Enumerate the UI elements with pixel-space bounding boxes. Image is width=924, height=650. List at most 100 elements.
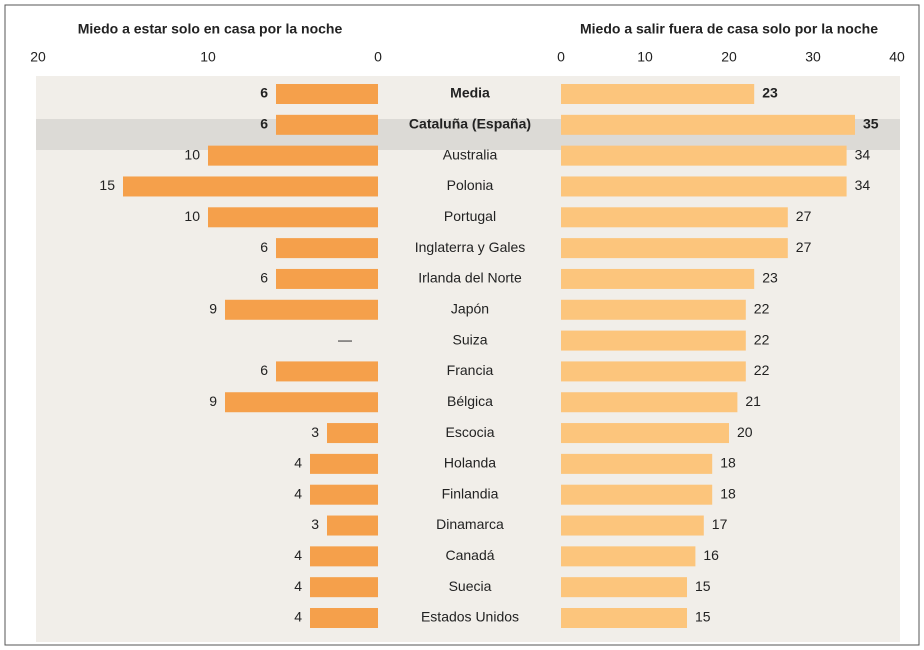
x-tick-label: 40 [889,49,905,65]
value-label: 34 [855,146,871,162]
value-label: — [338,331,352,347]
value-label: 6 [260,362,268,378]
bar [561,299,746,320]
bar [561,361,746,382]
value-label: 22 [754,331,770,347]
bar [225,392,378,413]
bar [561,423,729,444]
bar [208,145,378,166]
bar [561,114,855,135]
value-label: 22 [754,300,770,316]
value-label: 21 [745,393,761,409]
bar [310,484,378,505]
value-label: 23 [762,270,778,286]
bar [327,423,378,444]
bar [561,577,687,598]
category-label: Suiza [452,331,487,347]
bar [561,330,746,351]
frame [4,4,920,646]
value-label: 15 [695,578,711,594]
value-label: 17 [712,516,728,532]
bar [310,577,378,598]
value-label: 35 [863,116,879,132]
bar [208,207,378,228]
bar [276,361,378,382]
bar [276,268,378,289]
x-tick-label: 0 [374,49,382,65]
value-label: 22 [754,362,770,378]
bar [561,268,755,289]
category-label: Media [450,85,490,101]
bar [561,84,755,104]
bar [561,238,788,259]
value-label: 27 [796,208,812,224]
category-label: Francia [447,362,494,378]
value-label: 6 [260,116,268,132]
value-label: 16 [703,547,719,563]
bar [310,608,378,628]
value-label: 9 [209,300,217,316]
value-label: 27 [796,239,812,255]
value-label: 3 [311,516,319,532]
category-label: Cataluña (España) [409,116,531,132]
bar [310,546,378,567]
bar [225,299,378,320]
category-label: Polonia [447,177,494,193]
value-label: 6 [260,270,268,286]
value-label: 9 [209,393,217,409]
value-label: 20 [737,424,753,440]
x-tick-label: 30 [805,49,821,65]
bar [276,84,378,104]
bar [123,176,378,197]
bar [561,546,696,567]
category-label: Estados Unidos [421,609,519,625]
value-label: 6 [260,85,268,101]
bar [561,176,847,197]
value-label: 15 [99,177,115,193]
bar [561,392,738,413]
category-label: Finlandia [442,485,499,501]
bar [561,515,704,536]
value-label: 4 [294,455,302,471]
category-label: Dinamarca [436,516,504,532]
value-label: 3 [311,424,319,440]
right-title: Miedo a salir fuera de casa solo por la … [580,21,878,37]
bar [310,453,378,474]
x-tick-label: 0 [557,49,565,65]
panel [36,76,900,642]
category-label: Bélgica [447,393,493,409]
category-label: Holanda [444,455,496,471]
bar [327,515,378,536]
value-label: 18 [720,455,736,471]
category-label: Inglaterra y Gales [415,239,526,255]
x-tick-label: 20 [30,49,46,65]
category-label: Irlanda del Norte [418,270,522,286]
bar [561,453,713,474]
value-label: 18 [720,485,736,501]
value-label: 10 [184,208,200,224]
value-label: 10 [184,146,200,162]
value-label: 15 [695,609,711,625]
category-label: Suecia [449,578,492,594]
category-label: Japón [451,300,489,316]
left-title: Miedo a estar solo en casa por la noche [78,21,343,37]
x-tick-label: 20 [721,49,737,65]
bar [276,238,378,259]
x-tick-label: 10 [200,49,216,65]
value-label: 34 [855,177,871,193]
bar [561,484,713,505]
value-label: 6 [260,239,268,255]
bar [561,145,847,166]
x-tick-label: 10 [637,49,653,65]
value-label: 4 [294,609,302,625]
value-label: 4 [294,547,302,563]
category-label: Canadá [445,547,494,563]
value-label: 4 [294,485,302,501]
category-label: Escocia [445,424,494,440]
value-label: 4 [294,578,302,594]
value-label: 23 [762,85,778,101]
bar [561,207,788,228]
bar [561,608,687,628]
